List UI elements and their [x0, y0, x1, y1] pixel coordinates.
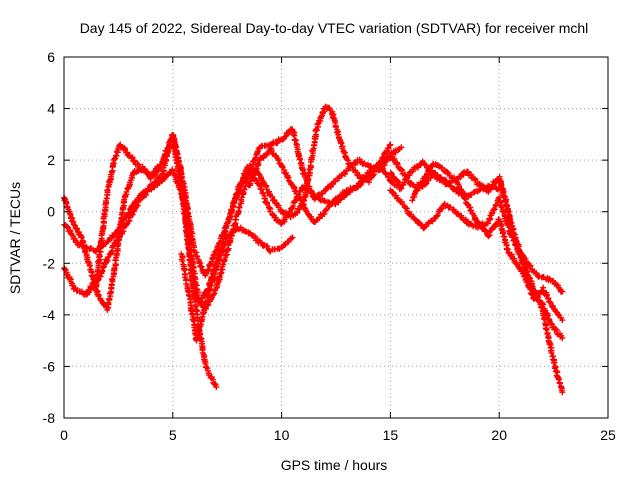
sdtvar-scatter-chart: Day 145 of 2022, Sidereal Day-to-day VTE…	[0, 0, 640, 480]
data-points	[61, 104, 565, 396]
y-axis-label: SDTVAR / TECUs	[7, 182, 23, 294]
series-track-3	[61, 126, 404, 313]
chart-title: Day 145 of 2022, Sidereal Day-to-day VTE…	[80, 20, 589, 36]
y-tick-label: -6	[43, 358, 56, 374]
x-tick-label: 10	[274, 427, 290, 443]
series-track-2	[61, 166, 219, 390]
y-tick-label: 6	[47, 49, 55, 65]
y-tick-label: -8	[43, 410, 56, 426]
x-tick-label: 20	[491, 427, 507, 443]
x-tick-label: 5	[169, 427, 177, 443]
y-tick-label: -4	[43, 307, 56, 323]
plot-frame	[64, 57, 608, 418]
data-point	[558, 384, 564, 390]
x-axis-label: GPS time / hours	[281, 457, 388, 473]
y-tick-label: 4	[47, 101, 55, 117]
y-tick-label: 0	[47, 204, 55, 220]
x-tick-label: 25	[600, 427, 616, 443]
chart-container: Day 145 of 2022, Sidereal Day-to-day VTE…	[0, 0, 640, 480]
y-tick-label: -2	[43, 255, 56, 271]
grid-lines	[64, 57, 608, 418]
x-tick-label: 0	[60, 427, 68, 443]
y-tick-label: 2	[47, 152, 55, 168]
x-tick-label: 15	[383, 427, 399, 443]
